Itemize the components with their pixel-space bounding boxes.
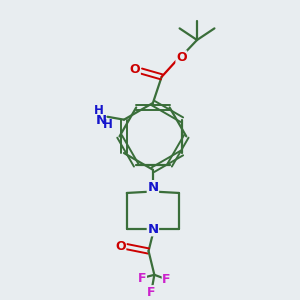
Text: O: O: [130, 63, 140, 76]
Text: H: H: [103, 118, 113, 131]
Text: F: F: [162, 273, 171, 286]
Text: O: O: [176, 51, 187, 64]
Text: N: N: [96, 114, 107, 127]
Text: F: F: [138, 272, 146, 285]
Text: H: H: [94, 104, 104, 117]
Text: N: N: [147, 181, 158, 194]
Text: O: O: [115, 240, 126, 253]
Text: N: N: [147, 223, 158, 236]
Text: F: F: [147, 286, 156, 299]
